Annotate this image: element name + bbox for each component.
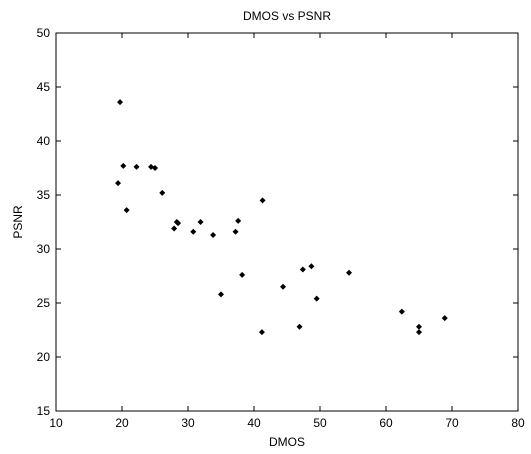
scatter-point — [416, 329, 422, 336]
x-tick-label: 40 — [247, 416, 261, 430]
scatter-point — [218, 291, 224, 298]
x-tick-label: 80 — [511, 416, 525, 430]
scatter-point — [239, 271, 246, 278]
y-tick-label: 50 — [37, 26, 51, 40]
scatter-point — [159, 189, 166, 196]
plot-area — [55, 32, 519, 412]
scatter-point — [296, 323, 303, 330]
scatter-point — [133, 163, 140, 170]
y-tick-label: 30 — [37, 242, 51, 256]
data-points — [115, 99, 448, 336]
x-tick-label: 30 — [181, 416, 195, 430]
scatter-point — [115, 180, 122, 187]
scatter-point — [171, 225, 178, 232]
scatter-point — [210, 231, 217, 238]
y-tick-label: 45 — [37, 80, 51, 94]
scatter-point — [190, 228, 197, 235]
scatter-point — [398, 308, 405, 315]
x-tick-label: 70 — [445, 416, 459, 430]
scatter-point — [175, 220, 182, 227]
chart-title: DMOS vs PSNR — [243, 9, 331, 23]
x-axis-label: DMOS — [269, 435, 305, 449]
scatter-point — [441, 315, 448, 322]
y-axis-label: PSNR — [11, 205, 25, 239]
x-tick-label: 50 — [313, 416, 327, 430]
y-tick-label: 35 — [37, 188, 51, 202]
x-tick-label: 60 — [379, 416, 393, 430]
scatter-point — [123, 207, 130, 214]
scatter-point — [280, 283, 287, 290]
scatter-point — [259, 197, 266, 204]
axis-ticks — [55, 32, 519, 412]
y-tick-label: 20 — [37, 350, 51, 364]
scatter-point — [258, 329, 265, 336]
y-tick-label: 40 — [37, 134, 51, 148]
y-tick-label: 15 — [37, 404, 51, 418]
scatter-point — [120, 162, 127, 169]
scatter-point — [235, 217, 242, 224]
x-tick-label: 20 — [115, 416, 129, 430]
scatter-point — [232, 228, 239, 235]
scatter-point — [299, 266, 306, 273]
y-tick-label: 25 — [37, 296, 51, 310]
scatter-point — [313, 295, 320, 302]
scatter-point — [152, 165, 158, 171]
axis-tick-labels: 10 20 30 40 50 60 70 80 15 20 25 30 35 40 45 50 — [37, 26, 525, 430]
scatter-point — [346, 269, 353, 276]
x-tick-label: 10 — [49, 416, 63, 430]
scatter-point — [117, 99, 124, 106]
scatter-point — [197, 219, 204, 225]
scatter-point — [308, 263, 315, 270]
scatter-point — [416, 323, 422, 330]
